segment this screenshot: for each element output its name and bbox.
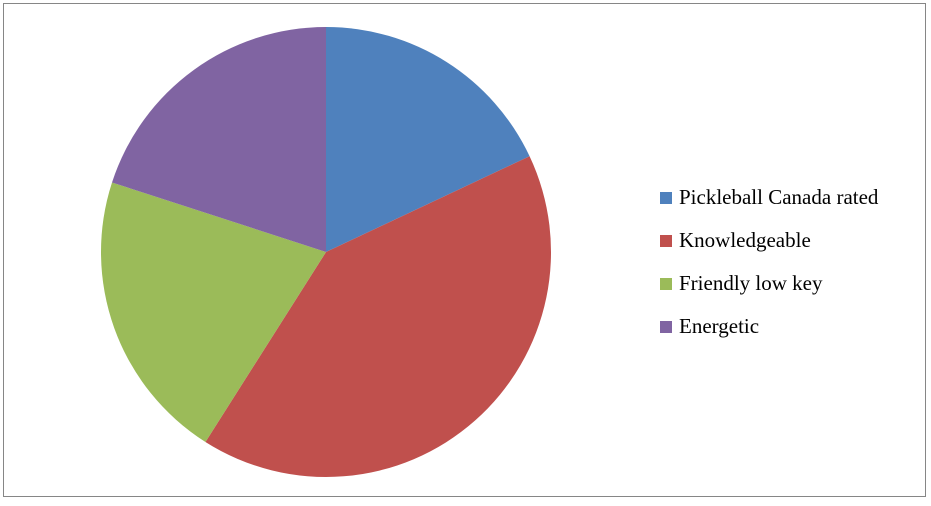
pie-slice-friendly-low-key <box>100 182 326 442</box>
legend-label: Pickleball Canada rated <box>679 185 879 209</box>
pie-slice-knowledgeable <box>205 156 552 477</box>
legend-item-pickleball-canada-rated: Pickleball Canada rated <box>660 176 878 219</box>
pie-slice-pickleball-canada-rated <box>326 26 530 252</box>
legend-label: Friendly low key <box>679 271 823 295</box>
legend-label: Energetic <box>679 314 760 338</box>
legend-item-energetic: Energetic <box>660 305 878 348</box>
legend-label: Knowledgeable <box>679 228 811 252</box>
legend-swatch <box>660 320 672 333</box>
legend-swatch <box>660 191 672 204</box>
legend-swatch <box>660 277 672 290</box>
pie-slice-energetic <box>112 27 326 252</box>
legend-item-knowledgeable: Knowledgeable <box>660 219 878 262</box>
legend: Pickleball Canada rated Knowledgeable Fr… <box>660 176 878 348</box>
legend-swatch <box>660 234 672 247</box>
legend-item-friendly-low-key: Friendly low key <box>660 262 878 305</box>
